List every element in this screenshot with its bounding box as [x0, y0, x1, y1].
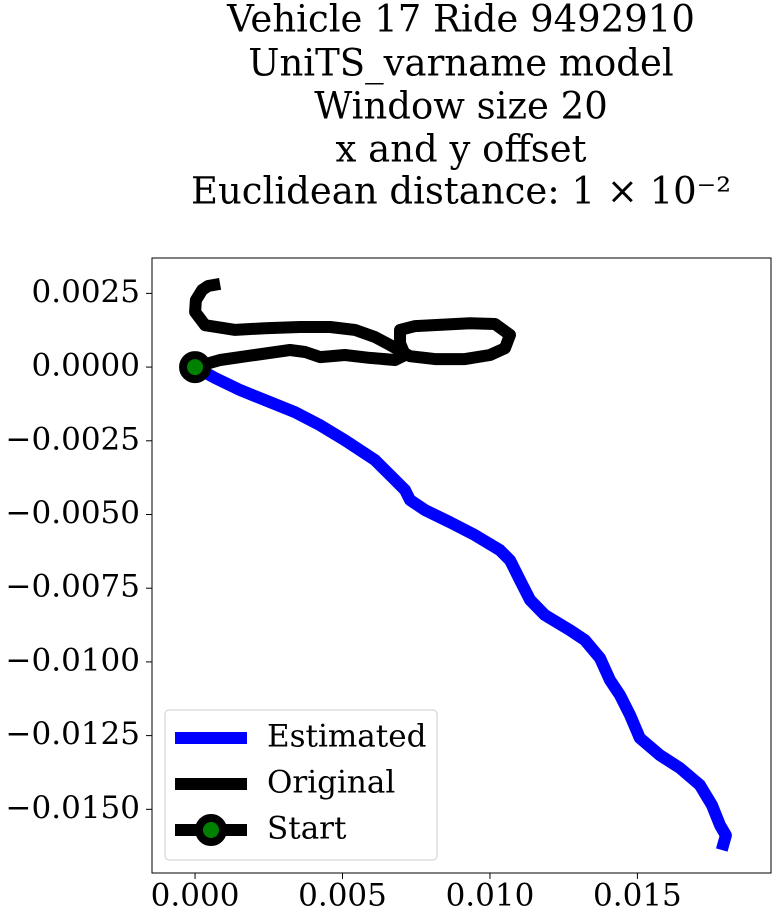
data-line [189, 277, 516, 373]
chart-title: x and y offset [336, 128, 587, 171]
legend-label: Start [267, 811, 347, 847]
y-tick-label: −0.0075 [6, 569, 140, 605]
y-tick-label: −0.0100 [6, 642, 140, 678]
y-tick-label: 0.0025 [32, 274, 140, 310]
x-tick-label: 0.010 [446, 878, 535, 914]
x-tick-label: 0.005 [298, 878, 387, 914]
legend-label: Original [267, 765, 395, 801]
axes-frame [151, 257, 772, 874]
y-tick-label: −0.0125 [6, 716, 140, 752]
y-tick-label: −0.0050 [6, 495, 140, 531]
chart-title: Vehicle 17 Ride 9492910 [226, 0, 695, 41]
y-tick-label: −0.0150 [6, 790, 140, 826]
legend-box [164, 709, 438, 861]
chart-title: Window size 20 [314, 85, 608, 128]
chart-title: Euclidean distance: 1 × 10⁻² [191, 170, 731, 213]
legend-label: Estimated [267, 719, 426, 755]
chart-title: UniTS_varname model [248, 42, 673, 86]
data-line [192, 361, 732, 852]
x-tick-label: 0.000 [151, 878, 240, 914]
plot-area [179, 277, 732, 852]
x-tick-label: 0.015 [593, 878, 682, 914]
legend-marker [195, 814, 227, 846]
y-tick-label: 0.0000 [32, 348, 140, 384]
y-tick-label: −0.0025 [6, 421, 140, 457]
start-marker [179, 351, 212, 384]
